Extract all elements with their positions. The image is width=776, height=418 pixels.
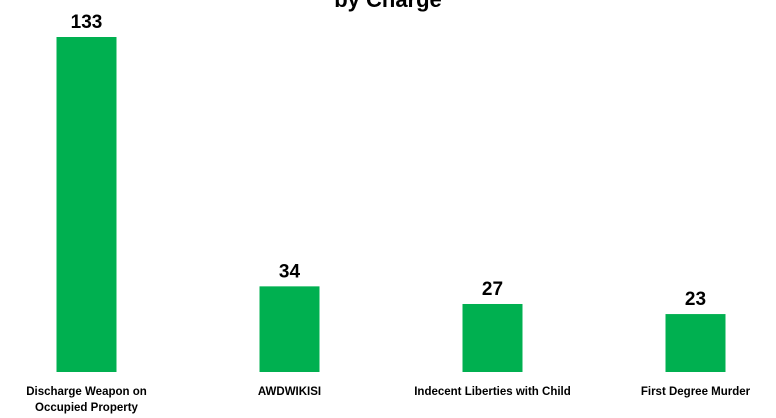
category-label-3: Indecent Liberties with Child — [414, 386, 571, 398]
category-label-1: Discharge Weapon on Occupied Property — [26, 386, 147, 414]
bar-1 — [56, 37, 117, 372]
category-label-4: First Degree Murder — [641, 386, 751, 398]
data-label-4: 23 — [685, 289, 706, 310]
data-label-1: 133 — [71, 12, 103, 33]
category-labels-layer: Discharge Weapon on Occupied Property AWDW… — [26, 386, 750, 414]
chart-title: by Charge — [0, 0, 776, 13]
category-label-line: First Degree Murder — [641, 386, 751, 398]
bar-3 — [462, 303, 523, 372]
data-label-2: 34 — [279, 261, 301, 282]
category-label-line: AWDWIKISI — [258, 386, 321, 398]
category-label-line: Indecent Liberties with Child — [414, 386, 571, 398]
category-label-line: Occupied Property — [35, 402, 138, 414]
category-label-2: AWDWIKISI — [258, 386, 321, 398]
bar-2 — [259, 286, 320, 372]
bars-layer — [56, 37, 726, 372]
category-label-line: Discharge Weapon on — [26, 386, 147, 398]
bar-4 — [665, 314, 726, 372]
value-labels-layer: 133 34 27 23 — [71, 12, 706, 310]
data-label-3: 27 — [482, 279, 503, 300]
